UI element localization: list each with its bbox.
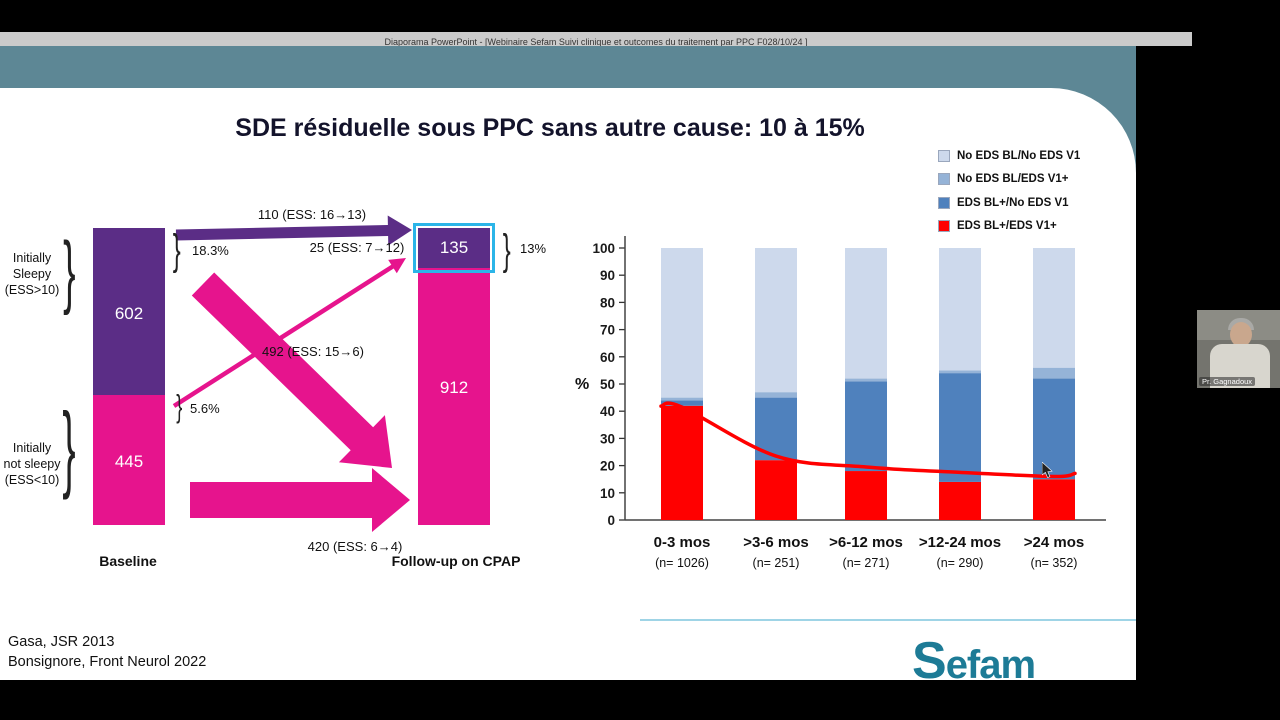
brace-pct-top: }	[173, 226, 181, 274]
flow-arrow	[191, 272, 392, 468]
y-tick-label: 30	[600, 431, 615, 446]
bar-segment	[661, 397, 703, 401]
bar-segment	[845, 381, 887, 472]
baseline-bar-not-sleepy: 445	[93, 395, 165, 525]
y-tick-label: 40	[600, 404, 615, 419]
y-tick-label: 80	[600, 295, 615, 310]
highlight-box	[413, 223, 495, 273]
bar-segment	[1033, 248, 1075, 368]
bar-segment	[1033, 367, 1075, 379]
x-category-label: >3-6 mos	[743, 534, 808, 551]
y-axis-title: %	[575, 376, 589, 393]
citation-2: Bonsignore, Front Neurol 2022	[8, 654, 207, 670]
legend-label: EDS BL+/EDS V1+	[957, 220, 1057, 233]
arrow1-label: 110 (ESS: 16→13)	[257, 207, 367, 222]
flow-arrow	[172, 258, 406, 408]
bar-segment	[939, 248, 981, 371]
y-tick-label: 100	[592, 241, 615, 256]
arrow4-label: 420 (ESS: 6→4)	[307, 539, 403, 554]
followup-axis-label: Follow-up on CPAP	[391, 553, 521, 569]
trend-line	[659, 401, 1077, 479]
slide: SDE résiduelle sous PPC sans autre cause…	[0, 88, 1138, 690]
baseline-not-sleepy-value: 445	[114, 452, 144, 471]
brace-not-sleepy: }	[62, 392, 76, 500]
footer-divider	[640, 619, 1136, 621]
legend-item: No EDS BL/No EDS V1	[938, 144, 1138, 168]
brace-sleepy: }	[62, 226, 76, 317]
slide-header-band	[0, 46, 1136, 88]
legend-label: EDS BL+/No EDS V1	[957, 196, 1069, 209]
bar-segment	[661, 248, 703, 398]
legend-item: No EDS BL/EDS V1+	[938, 168, 1138, 192]
pct-followup: 13%	[520, 241, 547, 256]
bar-segment	[661, 405, 703, 520]
window-titlebar: Diaporama PowerPoint - [Webinaire Sefam …	[0, 32, 1192, 47]
bar-segment	[939, 370, 981, 374]
pct-top: 18.3%	[192, 243, 229, 258]
group-label-not-sleepy: Initially not sleepy (ESS<10)	[3, 441, 61, 487]
webcam-name-label: Pr. Gagnadoux	[1199, 377, 1256, 386]
person-face	[1230, 322, 1252, 347]
arrow2-label: 25 (ESS: 7→12)	[309, 240, 405, 255]
x-n-label: (n= 290)	[937, 556, 984, 570]
pct-bottom: 5.6%	[190, 401, 220, 416]
stacked-bar-chart: 0 10 20 30 40 50 60 70 80 90 100% 0-3 mos (n= 1026) >…	[575, 236, 1106, 570]
legend-label: No EDS BL/EDS V1+	[957, 173, 1069, 186]
slide-title: SDE résiduelle sous PPC sans autre cause…	[235, 114, 865, 142]
y-tick-label: 70	[600, 323, 615, 338]
legend-swatch-icon	[938, 220, 950, 233]
y-tick-label: 10	[600, 486, 615, 501]
bar-segment	[939, 481, 981, 520]
bar-segment	[1033, 479, 1075, 520]
x-category-label: >12-24 mos	[919, 534, 1001, 551]
x-n-label: (n= 271)	[843, 556, 890, 570]
legend-swatch-icon	[938, 173, 950, 186]
y-tick-label: 60	[600, 350, 615, 365]
followup-bar-not-sleepy: 912	[418, 268, 490, 525]
bar-segment	[755, 248, 797, 393]
bar-segment	[845, 471, 887, 520]
x-n-label: (n= 251)	[753, 556, 800, 570]
legend-item: EDS BL+/EDS V1+	[938, 215, 1138, 239]
baseline-axis-label: Baseline	[99, 553, 157, 569]
bar-segment	[1033, 378, 1075, 480]
sefam-logo: Sefam	[912, 632, 1036, 690]
bar-segment	[755, 392, 797, 398]
window-title: Diaporama PowerPoint - [Webinaire Sefam …	[384, 37, 808, 47]
x-category-label: >24 mos	[1024, 534, 1084, 551]
followup-not-sleepy-value: 912	[439, 378, 469, 397]
legend-label: No EDS BL/No EDS V1	[957, 149, 1081, 162]
y-tick-label: 20	[600, 459, 615, 474]
y-tick-label: 50	[600, 377, 615, 392]
bar-segment	[845, 378, 887, 382]
citation-1: Gasa, JSR 2013	[8, 634, 115, 650]
bar-segment	[939, 373, 981, 482]
brace-pct-bottom: }	[175, 388, 183, 424]
x-category-label: 0-3 mos	[654, 534, 711, 551]
legend-item: EDS BL+/No EDS V1	[938, 191, 1138, 215]
x-n-label: (n= 352)	[1031, 556, 1078, 570]
mouse-cursor	[1042, 462, 1053, 478]
brace-followup: }	[503, 226, 511, 274]
baseline-sleepy-value: 602	[114, 304, 144, 323]
y-tick-label: 90	[600, 268, 615, 283]
flow-arrow	[190, 468, 410, 532]
followup-sleepy-value: 135	[439, 238, 469, 257]
bar-segment	[661, 400, 703, 406]
x-category-label: >6-12 mos	[829, 534, 903, 551]
group-label-sleepy: Initially Sleepy (ESS>10)	[4, 251, 60, 297]
chart-legend: No EDS BL/No EDS V1 No EDS BL/EDS V1+ EDS …	[938, 144, 1138, 238]
arrow3-label: 492 (ESS: 15→6)	[262, 344, 364, 359]
followup-bar-sleepy: 135	[418, 228, 490, 268]
legend-swatch-icon	[938, 196, 950, 209]
x-n-label: (n= 1026)	[655, 556, 709, 570]
baseline-bar-sleepy: 602	[93, 228, 165, 395]
bar-segment	[845, 248, 887, 379]
legend-swatch-icon	[938, 149, 950, 162]
bar-segment	[755, 460, 797, 520]
y-tick-label: 0	[607, 513, 615, 528]
webcam-tile[interactable]: Pr. Gagnadoux	[1197, 310, 1280, 388]
